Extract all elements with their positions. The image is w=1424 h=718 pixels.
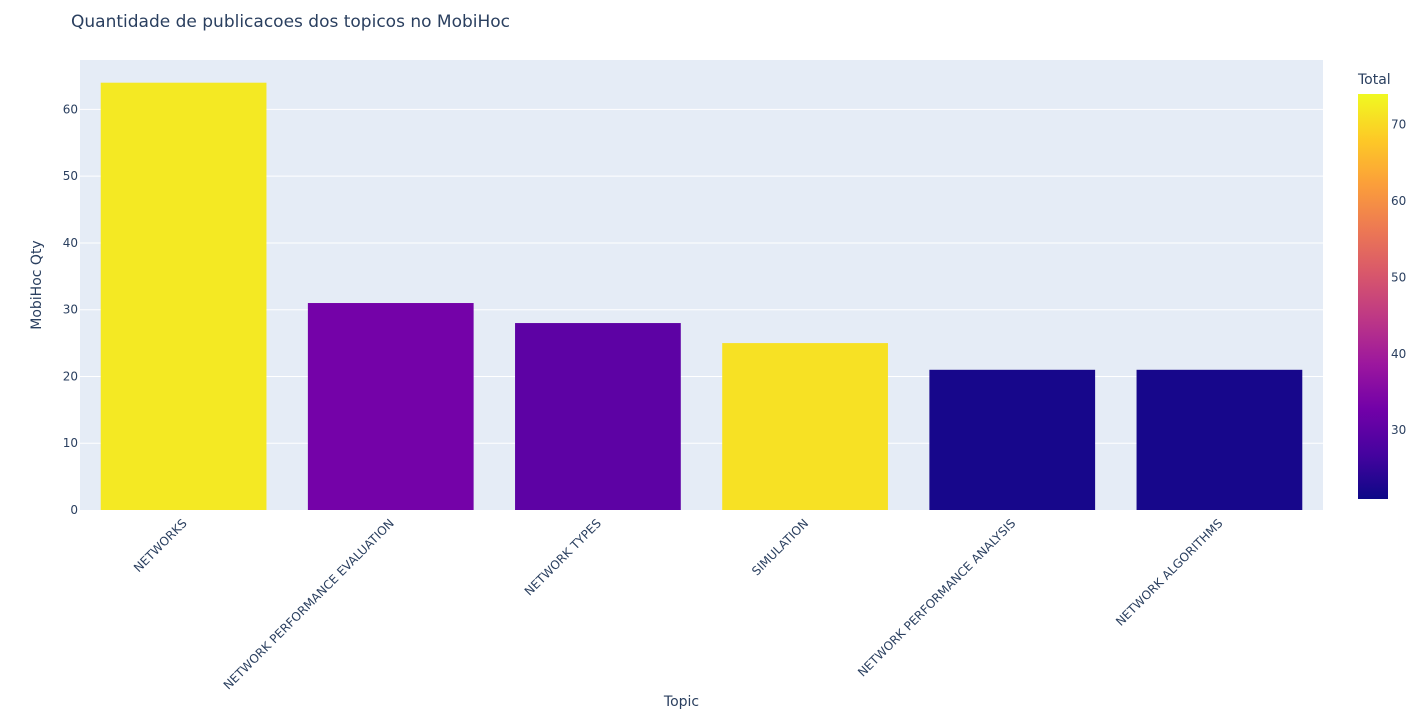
colorbar-tick-label: 40: [1391, 347, 1406, 361]
y-tick-label: 60: [63, 102, 78, 116]
colorbar-ticks: 30 40 50 60 70: [1391, 118, 1406, 438]
bar: [100, 82, 267, 511]
colorbar-tick-label: 70: [1391, 118, 1406, 132]
colorbar-tick-label: 60: [1391, 194, 1406, 208]
x-tick-label: NETWORK ALGORITHMS: [1113, 516, 1225, 628]
y-tick-label: 10: [63, 436, 78, 450]
bar: [722, 343, 888, 510]
colorbar-tick-label: 50: [1391, 270, 1406, 284]
y-tick-label: 30: [63, 303, 78, 317]
y-axis-title: MobiHoc Qty: [29, 240, 45, 329]
colorbar: Total 30 40 50 60 70: [1357, 72, 1406, 499]
colorbar-tick-label: 30: [1391, 423, 1406, 437]
y-tick-label: 50: [63, 169, 78, 183]
x-tick-label: NETWORK PERFORMANCE ANALYSIS: [855, 516, 1018, 679]
bar: [515, 323, 681, 510]
y-tick-label: 40: [63, 236, 78, 250]
gridlines: [80, 108, 1323, 444]
y-tick-label: 0: [70, 503, 78, 517]
x-axis-title: Topic: [663, 694, 699, 710]
x-tick-label: SIMULATION: [749, 516, 811, 578]
colorbar-gradient: [1358, 94, 1388, 499]
bar: [307, 303, 474, 510]
x-tick-label: NETWORK TYPES: [522, 516, 604, 598]
y-tick-label: 20: [63, 369, 78, 383]
x-tick-label: NETWORK PERFORMANCE EVALUATION: [221, 516, 397, 692]
bars: [100, 82, 1303, 511]
y-axis-ticks: 0 10 20 30 40 50 60: [63, 102, 78, 517]
chart-title: Quantidade de publicacoes dos topicos no…: [71, 12, 511, 32]
plot-background: [80, 60, 1323, 510]
x-axis-ticks: NETWORKS NETWORK PERFORMANCE EVALUATION NE…: [131, 516, 1226, 692]
bar: [1136, 369, 1303, 510]
bar: [929, 369, 1096, 510]
colorbar-title: Total: [1357, 72, 1391, 88]
x-tick-label: NETWORKS: [131, 516, 190, 575]
